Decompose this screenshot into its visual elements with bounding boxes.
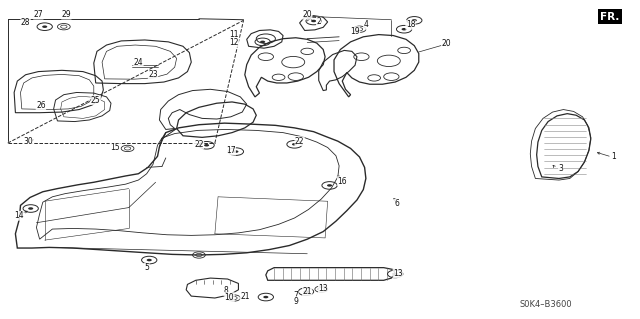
Text: 23: 23: [148, 70, 158, 79]
Text: 27: 27: [33, 10, 43, 19]
Circle shape: [401, 28, 406, 31]
Circle shape: [234, 150, 239, 153]
Text: 14: 14: [15, 211, 24, 220]
Text: 11: 11: [229, 30, 239, 39]
Text: 15: 15: [110, 143, 120, 152]
Text: 29: 29: [61, 10, 71, 19]
Text: 19: 19: [350, 26, 360, 36]
Text: 13: 13: [393, 269, 403, 278]
Text: 7: 7: [293, 291, 298, 300]
Circle shape: [393, 273, 397, 275]
Circle shape: [412, 19, 417, 22]
Text: 28: 28: [21, 18, 30, 27]
Circle shape: [303, 290, 308, 293]
Text: S0K4–B3600: S0K4–B3600: [520, 300, 573, 309]
Text: 6: 6: [394, 199, 399, 208]
Circle shape: [327, 184, 332, 187]
Text: 13: 13: [318, 284, 328, 293]
Text: 12: 12: [229, 38, 239, 47]
Text: 21: 21: [303, 287, 312, 296]
Text: 22: 22: [295, 137, 305, 146]
Circle shape: [204, 144, 209, 146]
Circle shape: [260, 41, 265, 43]
Text: 8: 8: [223, 286, 228, 295]
Text: 26: 26: [36, 101, 45, 110]
Circle shape: [292, 143, 297, 145]
Text: 3: 3: [559, 164, 563, 173]
Text: 20: 20: [303, 10, 312, 19]
Circle shape: [263, 296, 268, 298]
Text: 17: 17: [226, 146, 236, 155]
Text: 20: 20: [442, 39, 451, 48]
Text: 22: 22: [194, 140, 204, 149]
Text: 18: 18: [406, 20, 415, 29]
Text: 1: 1: [611, 152, 616, 161]
Text: 25: 25: [91, 96, 100, 105]
Text: 30: 30: [23, 137, 33, 146]
Text: 4: 4: [364, 20, 368, 29]
Text: 24: 24: [134, 58, 143, 67]
Text: 2: 2: [316, 17, 321, 26]
Text: 10: 10: [225, 293, 234, 301]
Circle shape: [28, 207, 33, 210]
Text: 21: 21: [240, 292, 250, 301]
Circle shape: [311, 20, 316, 22]
Text: 9: 9: [293, 297, 298, 306]
Circle shape: [147, 259, 152, 261]
Circle shape: [42, 26, 47, 28]
Text: FR.: FR.: [600, 11, 620, 22]
Text: 5: 5: [144, 263, 149, 272]
Text: 16: 16: [337, 176, 347, 186]
